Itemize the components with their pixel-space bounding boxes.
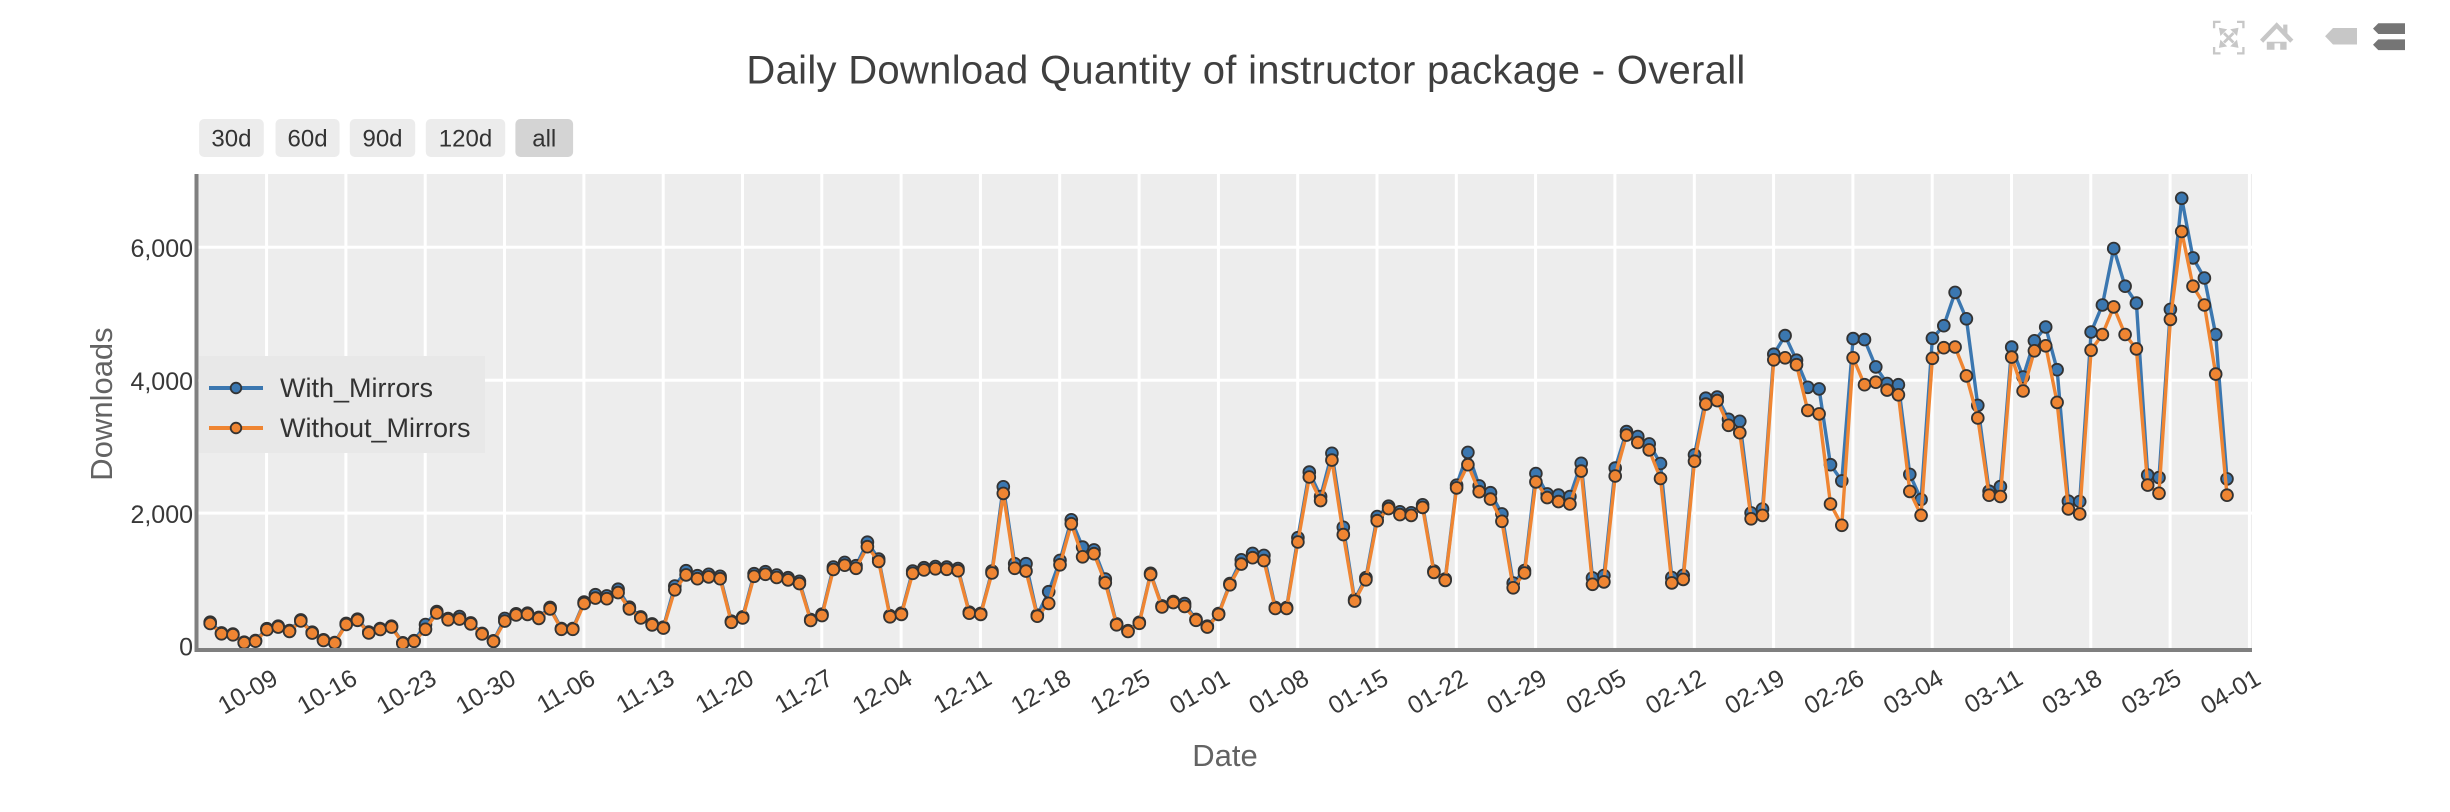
svg-text:90d: 90d [362,126,402,153]
svg-text:all: all [532,126,556,153]
svg-text:120d: 120d [439,126,492,153]
svg-text:Downloads: Downloads [84,327,119,480]
svg-text:Without_Mirrors: Without_Mirrors [280,413,471,443]
svg-text:6,000: 6,000 [130,235,193,263]
svg-text:Date: Date [1192,738,1257,773]
svg-text:0: 0 [179,634,193,662]
svg-text:30d: 30d [211,126,251,153]
svg-text:4,000: 4,000 [130,368,193,396]
svg-text:With_Mirrors: With_Mirrors [280,373,433,403]
svg-text:60d: 60d [288,126,328,153]
svg-text:2,000: 2,000 [130,501,193,529]
svg-text:Daily Download Quantity of ins: Daily Download Quantity of instructor pa… [746,49,1745,93]
